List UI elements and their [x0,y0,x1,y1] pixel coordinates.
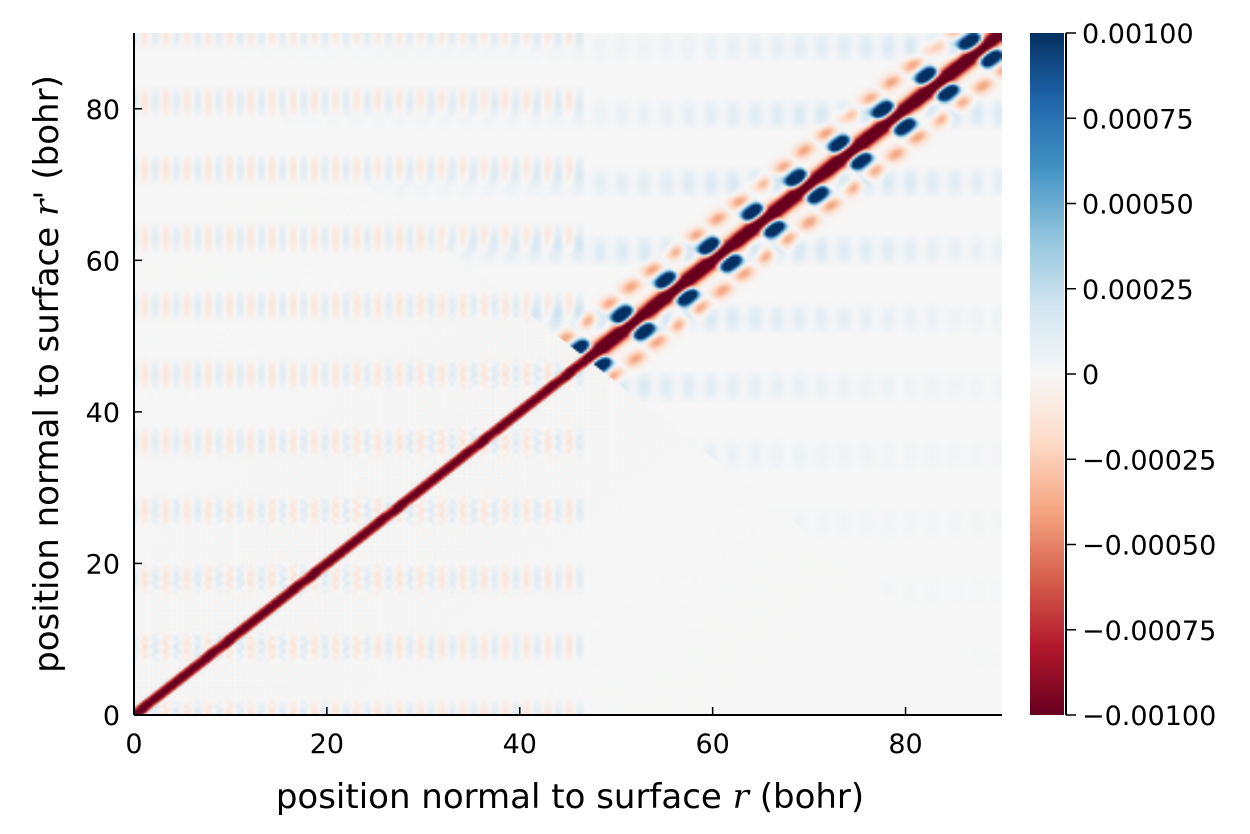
colorbar-tick-label: 0.00075 [1082,104,1194,135]
heatmap-image [134,33,1002,715]
colorbar-tick-label: −0.00050 [1082,531,1216,562]
y-tick-label: 0 [103,701,120,732]
colorbar-tick-label: −0.00025 [1082,445,1216,476]
colorbar-tick-label: 0.00050 [1082,190,1194,221]
y-tick-label: 20 [86,549,120,580]
colorbar-tick-label: −0.00100 [1082,701,1216,732]
colorbar-tick-label: 0.00025 [1082,275,1194,306]
y-tick-label: 40 [86,398,120,429]
x-tick-label: 60 [695,729,729,760]
x-tick-label: 0 [125,729,142,760]
colorbar-tick-label: 0 [1082,360,1099,391]
x-axis: 0 20 40 60 80 [125,707,1002,760]
x-tick-label: 40 [503,729,537,760]
y-axis-label: position normal to surface r' (bohr) [27,75,67,673]
x-axis-label: position normal to surface r (bohr) [276,777,864,817]
colorbar: 0.00100 0.00075 0.00050 0.00025 0 −0.00025 −0.… [1030,19,1216,732]
x-tick-label: 20 [310,729,344,760]
colorbar-ticks: 0.00100 0.00075 0.00050 0.00025 0 −0.00025 −0.… [1066,19,1216,732]
y-tick-label: 80 [86,95,120,126]
y-tick-label: 60 [86,246,120,277]
y-axis: 0 20 40 60 80 [86,33,142,732]
colorbar-tick-label: 0.00100 [1082,19,1194,50]
colorbar-gradient [1030,33,1064,715]
heatmap-area [134,33,1002,715]
colorbar-tick-label: −0.00075 [1082,616,1216,647]
x-tick-label: 80 [888,729,922,760]
